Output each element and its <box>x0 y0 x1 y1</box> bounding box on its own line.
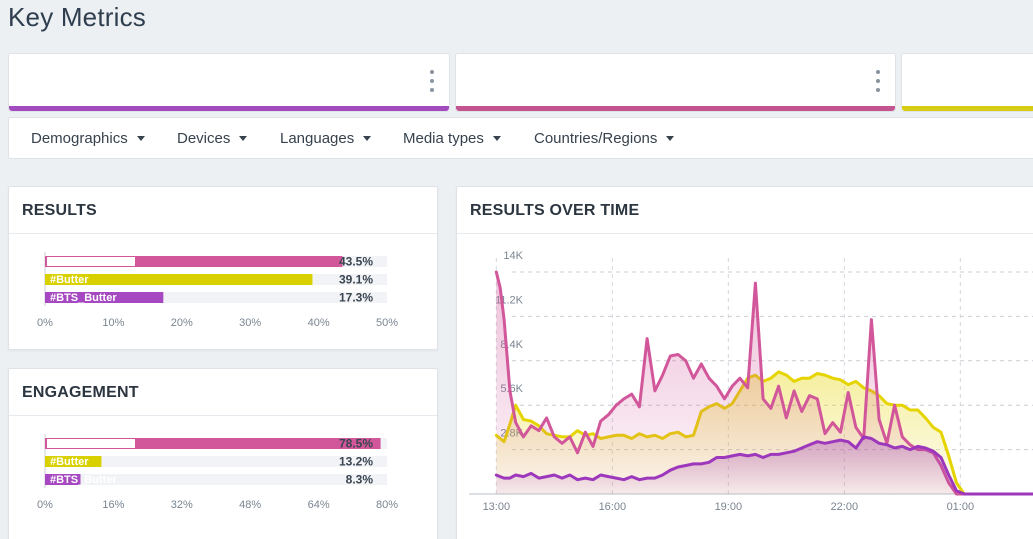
x-tick-label: 10% <box>102 317 124 329</box>
x-tick-label: 13:00 <box>483 501 511 513</box>
caret-down-icon <box>239 136 248 141</box>
bar-value-label: 8.3% <box>346 473 374 487</box>
bar <box>45 438 381 449</box>
filter-demographics-dropdown[interactable]: Demographics <box>31 118 145 158</box>
bar-track <box>45 474 387 485</box>
x-tick-label: 19:00 <box>715 501 743 513</box>
bar <box>45 474 81 485</box>
caret-down-icon <box>136 136 145 141</box>
bar <box>45 292 164 303</box>
results-panel: RESULTS 43.5% #Butter 39.1% #BTS_Butter 17.3… <box>8 186 438 350</box>
metric-card-3[interactable] <box>901 53 1033 112</box>
bar-value-label: 78.5% <box>339 437 373 451</box>
bar <box>45 456 102 467</box>
filter-label: Media types <box>403 129 484 147</box>
series-area <box>496 272 1033 494</box>
bar-value-label: 13.2% <box>339 455 373 469</box>
caret-down-icon <box>363 136 372 141</box>
x-tick-label: 40% <box>308 317 330 329</box>
bar-track <box>45 456 387 467</box>
filter-label: Languages <box>280 129 355 147</box>
filter-devices-dropdown[interactable]: Devices <box>177 118 248 158</box>
filter-bar: Demographics Devices Languages Media typ… <box>8 117 1033 159</box>
results-over-time-panel: RESULTS OVER TIME 2.8K5.6K8.4K11.2K14K13… <box>456 186 1033 539</box>
metric-card-1[interactable] <box>8 53 450 112</box>
filter-countries-regions-dropdown[interactable]: Countries/Regions <box>534 118 675 158</box>
bar-category-label: #BTS_Butter <box>50 474 117 486</box>
more-options-icon[interactable] <box>875 70 881 92</box>
x-tick-label: 16% <box>102 499 124 511</box>
x-tick-label: 80% <box>376 499 398 511</box>
panel-divider <box>9 415 437 416</box>
results-over-time-area-chart: 2.8K5.6K8.4K11.2K14K13:0016:0019:0022:00… <box>469 250 1033 513</box>
filter-label: Demographics <box>31 129 128 147</box>
more-options-icon[interactable] <box>429 70 435 92</box>
series-area <box>496 436 1033 494</box>
x-tick-label: 20% <box>171 317 193 329</box>
bar-category-label: #Butter <box>50 274 89 286</box>
panel-divider <box>457 233 1033 234</box>
metric-card-2[interactable] <box>455 53 896 112</box>
bar-track <box>45 292 387 303</box>
bar-label-masked <box>47 439 135 448</box>
bar <box>45 274 313 285</box>
x-tick-label: 01:00 <box>947 501 975 513</box>
x-tick-label: 0% <box>37 317 53 329</box>
filter-label: Devices <box>177 129 231 147</box>
caret-down-icon <box>492 136 501 141</box>
results-panel-title: RESULTS <box>22 202 97 219</box>
filter-label: Countries/Regions <box>534 129 658 147</box>
metric-card-accent-bar <box>902 106 1033 111</box>
filter-media-types-dropdown[interactable]: Media types <box>403 118 501 158</box>
engagement-bar-chart: 78.5% #Butter 13.2% #BTS_Butter 8.3% 0% 16% 32%… <box>37 434 398 511</box>
caret-down-icon <box>666 136 675 141</box>
bar-category-label: #Butter <box>50 456 89 468</box>
engagement-panel: ENGAGEMENT 78.5% #Butter 13.2% #BTS_Butter 8… <box>8 368 438 539</box>
bar-value-label: 43.5% <box>339 255 373 269</box>
bar <box>45 256 343 267</box>
series-line <box>494 435 1033 496</box>
x-tick-label: 22:00 <box>831 501 859 513</box>
results-over-time-panel-title: RESULTS OVER TIME <box>470 202 640 219</box>
bar-value-label: 17.3% <box>339 291 373 305</box>
panel-divider <box>9 233 437 234</box>
x-tick-label: 16:00 <box>599 501 627 513</box>
metric-card-accent-bar <box>9 106 449 111</box>
bar-category-label: #BTS_Butter <box>50 292 117 304</box>
x-tick-label: 30% <box>239 317 261 329</box>
x-tick-label: 0% <box>37 499 53 511</box>
x-tick-label: 32% <box>171 499 193 511</box>
x-tick-label: 48% <box>239 499 261 511</box>
x-tick-label: 50% <box>376 317 398 329</box>
page-title: Key Metrics <box>8 2 147 32</box>
y-tick-label: 14K <box>503 250 523 262</box>
results-bar-chart: 43.5% #Butter 39.1% #BTS_Butter 17.3% 0% 10% 20… <box>37 252 398 329</box>
filter-languages-dropdown[interactable]: Languages <box>280 118 372 158</box>
metric-card-accent-bar <box>456 106 895 111</box>
x-tick-label: 64% <box>308 499 330 511</box>
bar-label-masked <box>47 257 135 266</box>
bar-value-label: 39.1% <box>339 273 373 287</box>
engagement-panel-title: ENGAGEMENT <box>22 384 139 401</box>
